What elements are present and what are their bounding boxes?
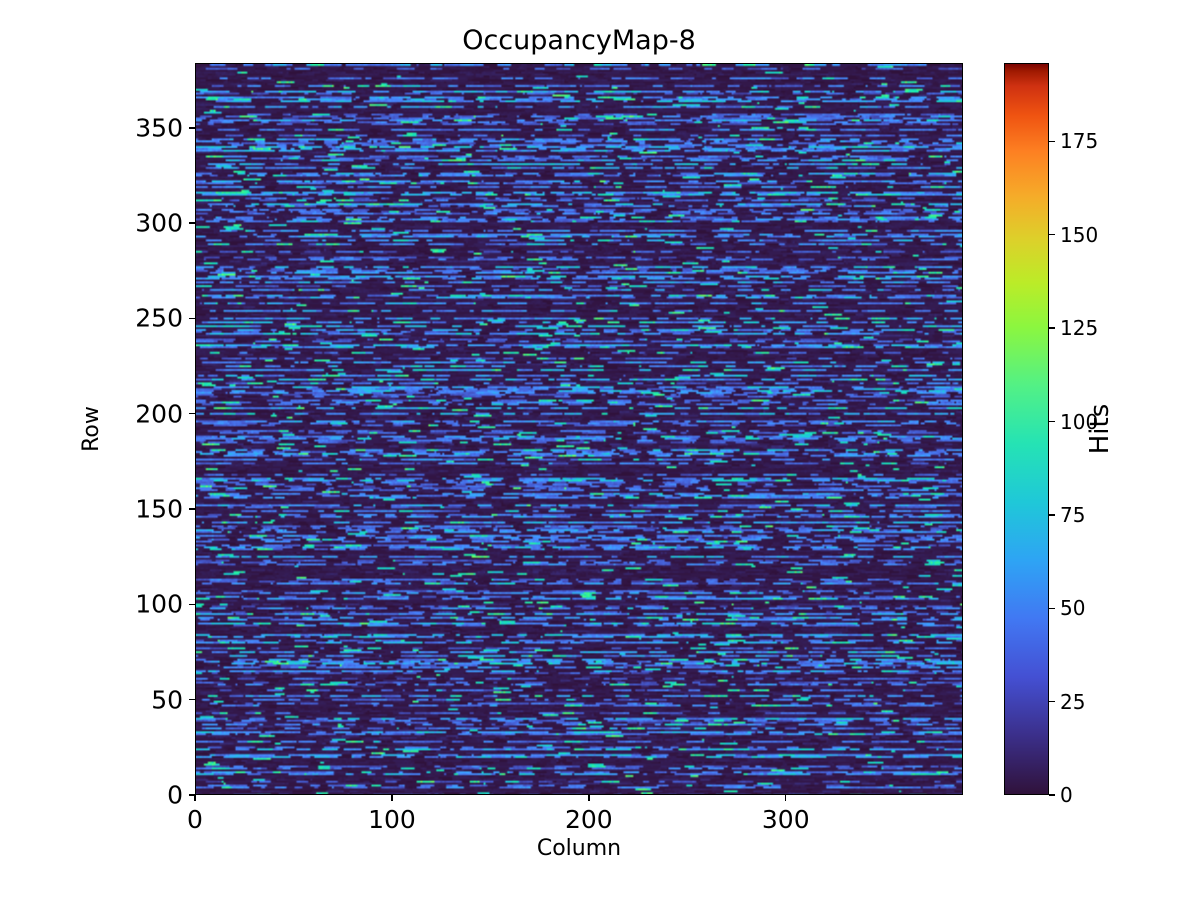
x-tick-mark	[785, 795, 787, 801]
colorbar-tick-label: 150	[1060, 222, 1099, 247]
y-tick-mark	[189, 508, 195, 510]
y-tick-mark	[189, 222, 195, 224]
colorbar-tick-mark	[1049, 140, 1055, 143]
colorbar-tick-mark	[1049, 700, 1055, 703]
colorbar-tick-label: 75	[1060, 502, 1086, 527]
colorbar-tick-label: 175	[1060, 129, 1099, 154]
y-tick-label: 300	[135, 208, 183, 238]
y-tick-label: 100	[135, 589, 183, 619]
colorbar-tick-mark	[1049, 794, 1055, 796]
colorbar-gradient[interactable]	[1004, 63, 1049, 795]
x-tick-mark	[391, 795, 393, 801]
y-tick-label: 50	[151, 685, 183, 715]
colorbar-tick-label: 50	[1060, 596, 1086, 621]
y-tick-label: 0	[167, 780, 183, 810]
x-axis-label: Column	[536, 836, 622, 861]
y-tick-label: 350	[135, 113, 183, 143]
colorbar-tick-mark	[1049, 420, 1055, 423]
colorbar-label: Hits	[1085, 403, 1115, 455]
colorbar-tick-mark	[1049, 234, 1055, 236]
x-tick-label: 300	[761, 805, 810, 834]
x-tick-mark	[588, 795, 590, 801]
colorbar-tick-mark	[1049, 514, 1055, 516]
x-tick-mark	[194, 795, 196, 801]
y-axis-label: Row	[79, 406, 104, 452]
colorbar-tick-mark	[1049, 607, 1055, 609]
page-title: OccupancyMap-8	[462, 25, 696, 56]
y-tick-mark	[189, 413, 195, 415]
y-tick-mark	[189, 794, 195, 796]
occupancy-heatmap-image	[196, 64, 962, 794]
y-tick-label: 150	[135, 494, 183, 524]
colorbar-tick-label: 25	[1060, 689, 1086, 714]
y-tick-mark	[189, 603, 195, 606]
y-tick-mark	[189, 698, 195, 701]
x-tick-label: 200	[564, 805, 613, 834]
y-tick-label: 200	[135, 399, 183, 429]
heatmap-plot-area[interactable]	[195, 63, 963, 795]
colorbar-tick-label: 125	[1060, 316, 1099, 341]
y-tick-label: 250	[135, 303, 183, 333]
y-tick-mark	[189, 127, 195, 129]
colorbar-tick-label: 0	[1060, 783, 1073, 807]
x-tick-label: 100	[368, 805, 416, 834]
colorbar-tick-label: 100	[1060, 409, 1099, 434]
x-tick-label: 0	[187, 805, 203, 834]
y-tick-mark	[189, 317, 195, 320]
colorbar-tick-mark	[1049, 327, 1055, 329]
